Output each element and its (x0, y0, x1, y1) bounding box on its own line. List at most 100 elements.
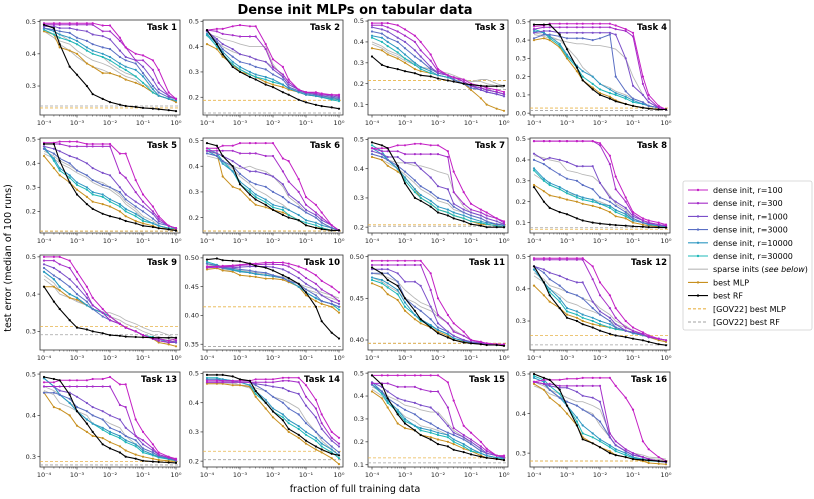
dense-init-r3000-line-point (58, 393, 61, 396)
best-rf-line-point (167, 228, 170, 231)
dense-init-r10000-line-point (419, 65, 422, 69)
x-tick-label: 10⁰ (171, 119, 182, 127)
dense-init-r1000-line-point (581, 165, 584, 168)
panel-title: Task 2 (310, 23, 340, 33)
dense-init-r300-line-point (446, 322, 449, 325)
best-rf-line-point (429, 75, 432, 78)
panel-title: Task 5 (147, 141, 177, 151)
best-mlp-line-point (58, 408, 61, 411)
legend-item: sparse inits (see below) (688, 265, 808, 274)
best-rf-line-point (558, 33, 561, 36)
dense-init-r100-line-point (85, 22, 88, 25)
dense-init-r300-line-point (419, 153, 422, 156)
dense-init-r3000-line-point (380, 32, 383, 35)
dense-init-r10000-line-point (624, 95, 627, 98)
dense-init-r10000-line-point (205, 32, 209, 36)
dense-init-r3000-line-point (287, 279, 290, 282)
dense-init-r100-line-point (174, 97, 178, 100)
dense-init-r100-line-point (167, 224, 170, 227)
dense-init-r3000-line-point (141, 447, 145, 450)
dense-init-r3000-line-point (598, 313, 602, 316)
dense-init-r30000-line-point (108, 432, 112, 436)
dense-init-r100-line-point (647, 93, 650, 96)
dense-init-r1000-line-point (287, 271, 290, 274)
dense-init-r100-line-point (429, 53, 432, 56)
dense-init-r30000-line-point (614, 450, 617, 453)
dense-init-r30000-line-point (624, 97, 627, 100)
best-rf-line-point (396, 284, 399, 287)
dense-init-r100-line-point (403, 259, 407, 262)
best-rf-line-point (167, 461, 170, 464)
dense-init-r30000-line-point (386, 286, 389, 289)
dense-init-r3000-line-point (108, 186, 112, 189)
dense-init-r10000-line-point (52, 278, 56, 281)
dense-init-r10000-line-point (238, 65, 242, 68)
dense-init-r10000-line-point (124, 65, 127, 68)
dense-init-r1000-line-point (320, 427, 323, 431)
dense-init-r3000-line-point (575, 294, 579, 297)
legend-marker (696, 215, 700, 218)
best-rf-line-point (101, 212, 104, 215)
x-tick-label: 10⁻² (431, 354, 446, 362)
dense-init-r10000-line-point (287, 208, 290, 211)
axes-frame (529, 19, 671, 116)
dense-init-r1000-line-point (151, 212, 154, 215)
dense-init-r1000-line-point (287, 389, 290, 393)
y-tick-label: 0.4 (354, 392, 364, 400)
dense-init-r10000-line-point (380, 36, 383, 39)
x-tick-label: 10⁻¹ (136, 237, 151, 245)
dense-init-r300-line-point (75, 23, 79, 26)
dense-init-r10000-line-point (271, 78, 275, 81)
dense-init-r30000-line-point (101, 195, 104, 198)
x-tick-label: 10⁻³ (560, 471, 575, 479)
dense-init-r300-line-point (52, 23, 56, 26)
best-rf-line-point (598, 329, 602, 332)
dense-init-r300-line-point (598, 26, 602, 29)
dense-init-r1000-line-point (231, 160, 234, 163)
dense-init-r100-line-point (485, 447, 488, 450)
dense-init-r100-line-point (314, 203, 317, 206)
dense-init-r10000-line-point (598, 438, 602, 441)
dense-init-r10000-line-point (370, 34, 374, 37)
dense-init-r300-line-point (575, 384, 579, 387)
best-mlp-line-point (108, 205, 112, 208)
dense-init-r3000-line-point (419, 309, 422, 312)
dense-init-r10000-line-point (641, 102, 645, 106)
legend-label: dense init, r=10000 (713, 239, 793, 248)
x-tick-label: 10⁻² (431, 237, 446, 245)
dense-init-r1000-line-point (281, 387, 284, 390)
dense-init-r300-line-point (91, 145, 94, 148)
dense-init-r100-line-point (436, 297, 440, 300)
best-mlp-line-point (413, 68, 416, 71)
dense-init-r3000-line-point (469, 86, 473, 89)
dense-init-r100-line-point (565, 140, 569, 143)
dense-init-r1000-line-point (614, 33, 617, 36)
dense-init-r30000-line-point (565, 310, 569, 313)
dense-init-r300-line-point (614, 316, 617, 319)
best-rf-line-point (403, 297, 407, 300)
dense-init-r3000-line-point (624, 211, 627, 214)
dense-init-r1000-line-point (58, 270, 61, 273)
dense-init-r300-line-point (281, 263, 284, 266)
dense-init-r10000-line-point (403, 53, 407, 56)
x-tick-label: 10⁻⁴ (200, 354, 215, 362)
best-mlp-line-point (598, 324, 602, 327)
legend-marker (696, 188, 700, 192)
dense-init-r100-line-point (271, 261, 275, 264)
dense-init-r100-line-point (157, 68, 160, 71)
dense-init-r3000-line-point (205, 262, 209, 265)
y-tick-label: 0.4 (26, 412, 36, 420)
dense-init-r1000-line-point (452, 334, 455, 337)
dense-init-r100-line-point (657, 456, 660, 459)
dense-init-r300-line-point (614, 188, 617, 191)
dense-init-r1000-line-point (287, 83, 290, 86)
dense-init-r1000-line-point (565, 160, 569, 164)
x-tick-label: 10⁻² (593, 354, 608, 362)
dense-init-r100-line-point (657, 337, 660, 340)
best-rf-line-point (485, 456, 488, 459)
best-rf-line-point (101, 97, 104, 100)
dense-init-r300-line-point (124, 176, 127, 179)
best-rf-line-point (631, 104, 635, 107)
best-rf-line-point (58, 159, 61, 162)
dense-init-r3000-line-point (281, 78, 284, 81)
